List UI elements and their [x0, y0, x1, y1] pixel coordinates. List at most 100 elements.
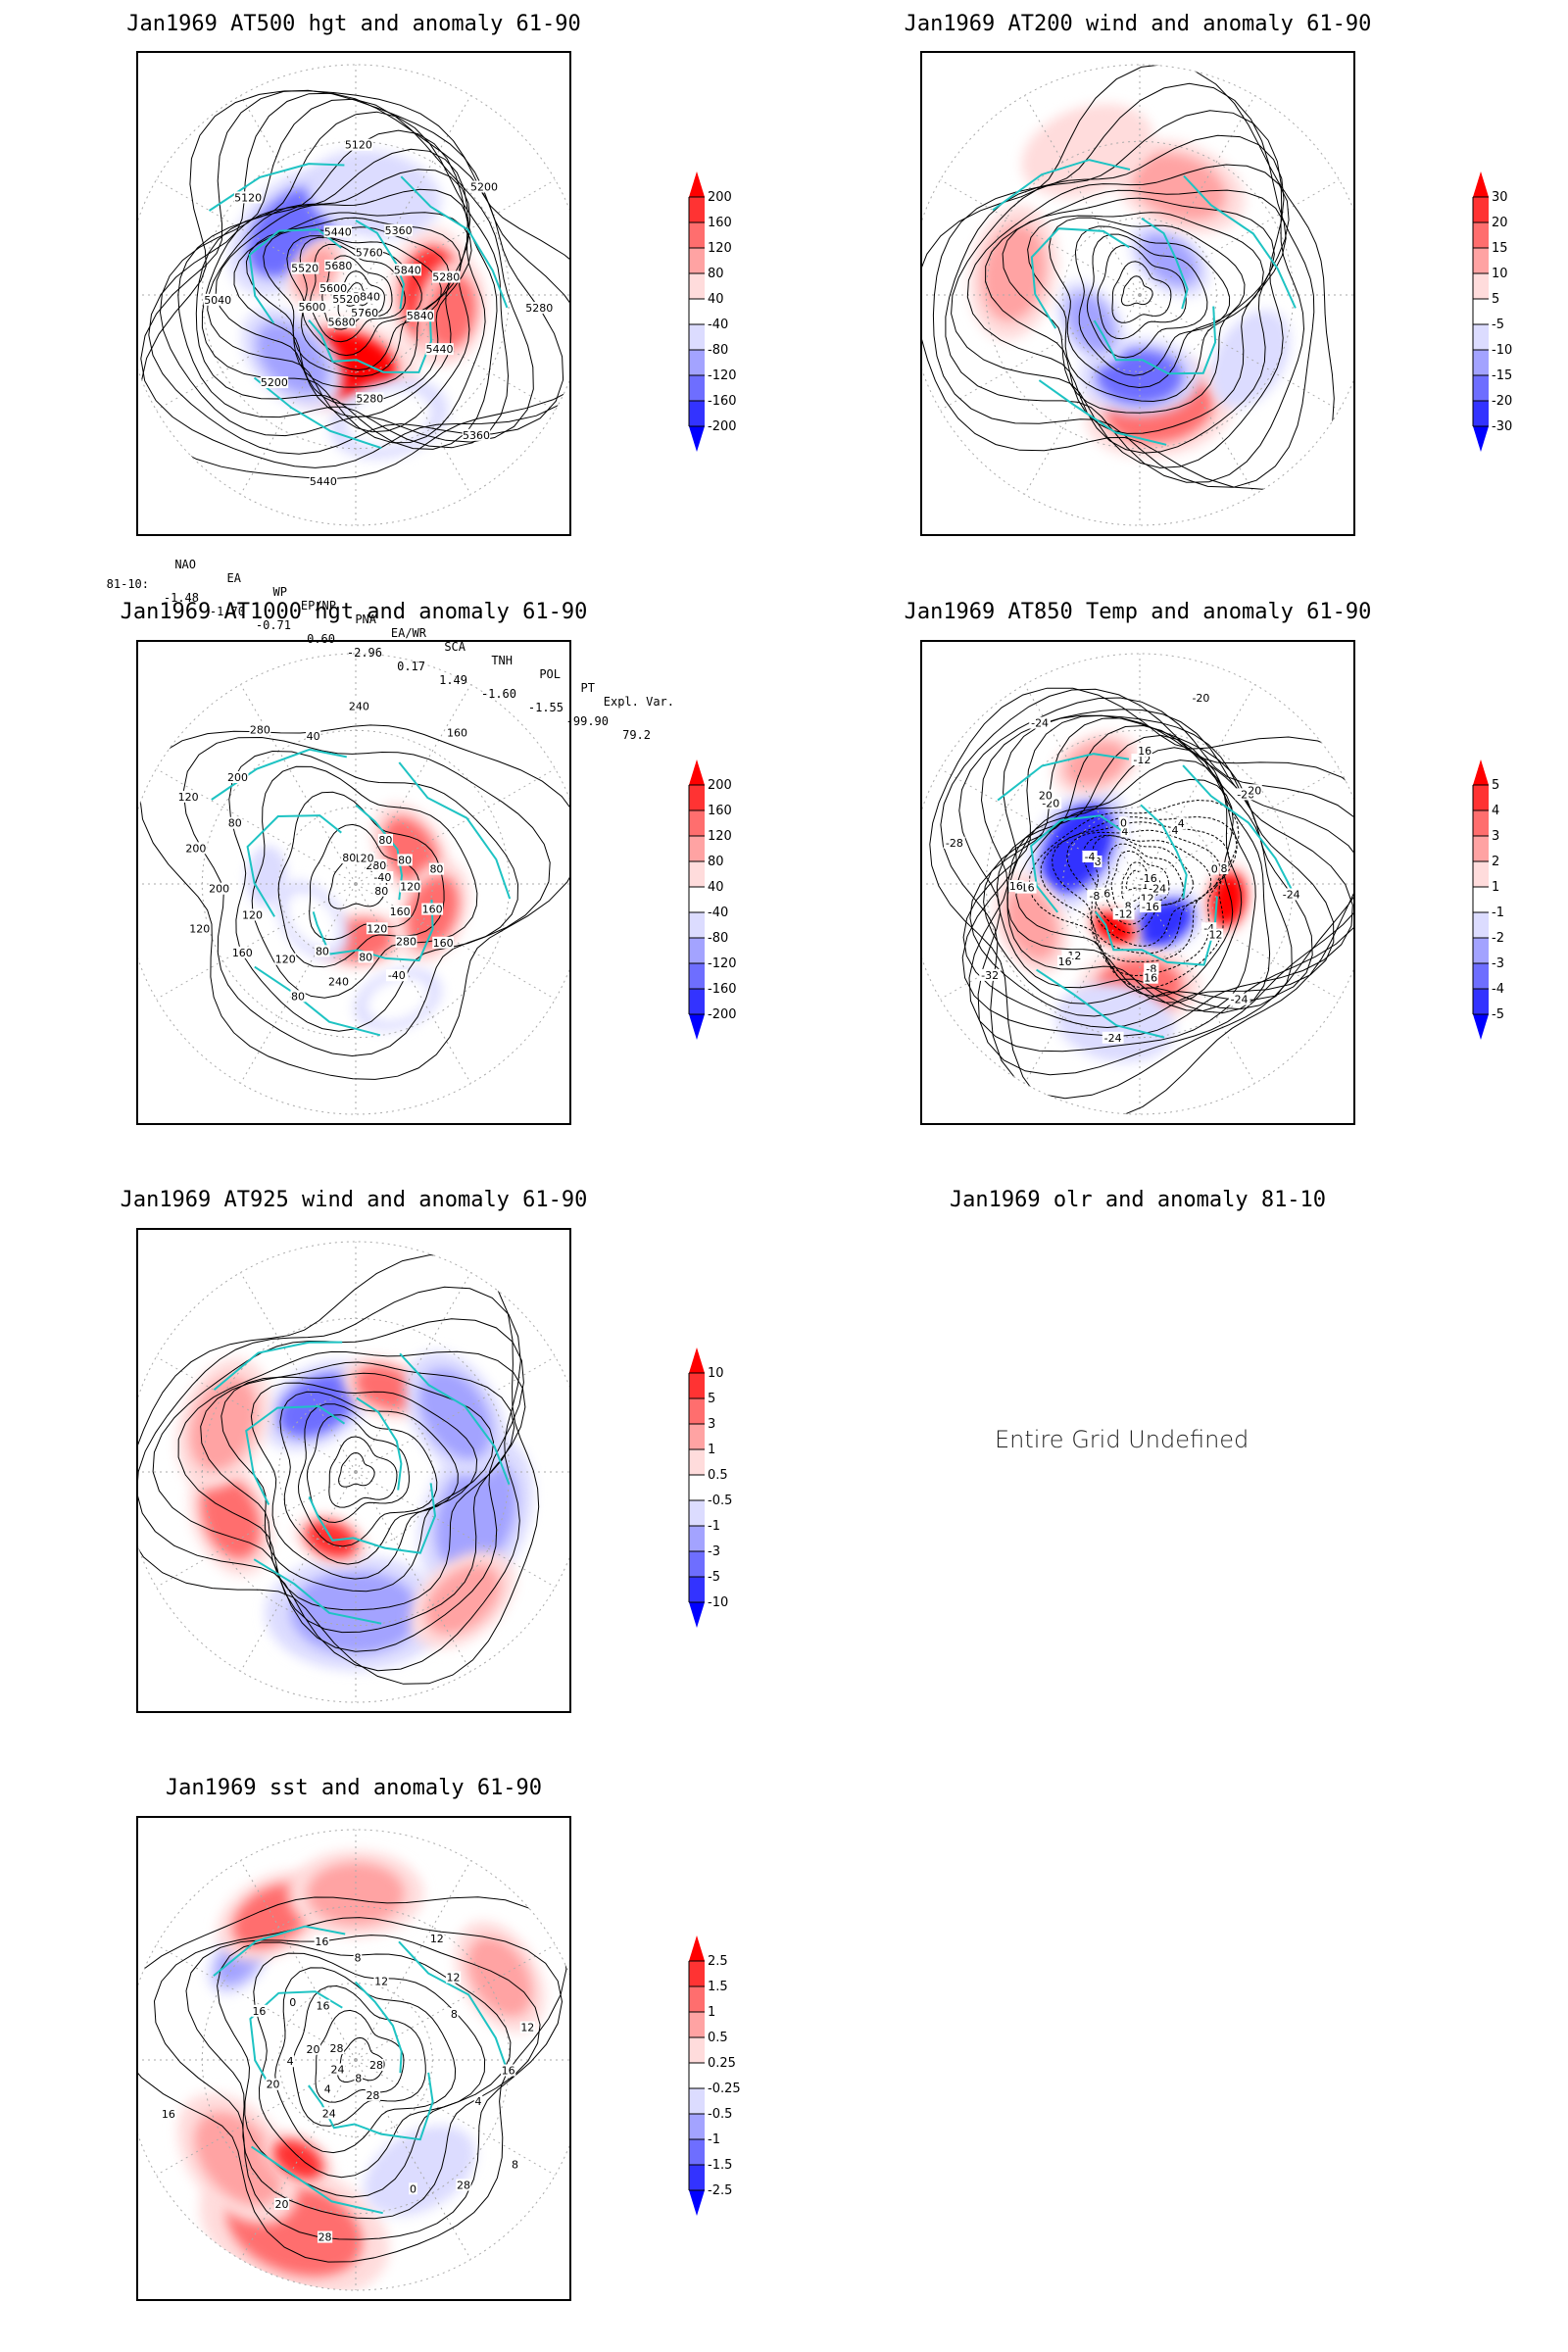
index-row-label: 81-10:	[106, 577, 149, 591]
coastline	[398, 761, 512, 900]
map-clip-group	[138, 1242, 569, 1702]
contour-line	[940, 688, 1353, 1100]
contour-label: 16	[315, 1936, 328, 1948]
contour-label: 0	[1211, 862, 1218, 875]
contour-label-bg	[322, 2082, 332, 2095]
coastline	[213, 1925, 346, 1977]
contour-label: 5280	[356, 392, 383, 405]
colorbar-tick-label: 0.5	[708, 2031, 728, 2045]
contour-label: 16	[1058, 956, 1072, 968]
contour-label-bg	[327, 316, 356, 328]
contour-label: -24	[1104, 1032, 1122, 1045]
colorbar-tick-label: 40	[708, 292, 724, 307]
colorbar-tick-label: -80	[708, 343, 728, 358]
colorbar-segment	[689, 1961, 705, 1986]
streamline	[177, 1350, 526, 1634]
colorbar-svg: 5 4 3 2 1 -1 -2 -3 -4 -5	[1472, 760, 1504, 1040]
contour-label-bg	[309, 475, 338, 488]
contour-label-bg	[1190, 692, 1212, 705]
colorbar-segment	[1473, 912, 1489, 938]
contour-label: 240	[328, 975, 349, 988]
contour-label-bg	[429, 1933, 445, 1945]
colorbar-segment	[1473, 861, 1489, 887]
streamline	[922, 65, 1335, 490]
colorbar-segment	[689, 887, 705, 912]
contour-label: 5360	[385, 224, 413, 237]
contour-label-bg	[373, 1975, 389, 1987]
panel-title-at500: Jan1969 AT500 hgt and anomaly 61-90	[126, 12, 581, 36]
colorbar-segment	[689, 861, 705, 887]
contour-label: 28	[366, 2089, 379, 2102]
colorbar-tick-label: -120	[708, 368, 737, 383]
contour-line	[310, 243, 406, 343]
contour-label: 28	[457, 2179, 470, 2191]
contour-label: 80	[398, 854, 412, 866]
map-svg: 28 28 24 20 16 16 12 12 8 8 4 4 0 8 12 16 28 28 24 20 16 12 8 4…	[138, 1829, 569, 2291]
streamline	[1048, 217, 1246, 389]
contour-label: 28	[318, 2231, 332, 2244]
map-at1000: 80 120 80 120 80 40 160 -40 160 80 120 200 200 240 280…	[136, 640, 571, 1125]
contour-label: -12	[1133, 754, 1151, 766]
contour-line	[182, 736, 551, 1057]
contour-label: -16	[1140, 872, 1157, 885]
contour-label: 120	[275, 954, 296, 966]
colorbar-segment	[689, 989, 705, 1014]
contour-label: 5760	[351, 307, 378, 319]
contour-line	[138, 724, 569, 1080]
contour-label: 20	[275, 2198, 289, 2211]
colorbar-tick-label: -30	[1492, 419, 1512, 434]
contour-label-bg	[1137, 745, 1152, 758]
map-clip-group: 28 28 24 20 16 16 12 12 8 8 4 4 0 8 12 16 28 28 24 20 16 12 8 4…	[138, 1830, 569, 2290]
contour-label-bg	[1082, 851, 1098, 863]
contour-label: 5040	[204, 294, 231, 307]
coastline	[1030, 814, 1130, 913]
contour-line	[233, 212, 472, 406]
contour-label: 280	[250, 723, 270, 736]
contour-label: 8	[354, 1951, 361, 1964]
coastline	[992, 159, 1131, 212]
colorbar-tick-label: -40	[708, 318, 728, 332]
colorbar-segment	[1473, 401, 1489, 426]
colorbar-tick-label: 160	[708, 804, 732, 818]
colorbar-segment	[689, 912, 705, 938]
colorbar-arrow-top	[689, 1348, 705, 1373]
contour-label-bg	[251, 2004, 268, 2017]
contour-line	[274, 1967, 457, 2154]
contour-label: -4	[1203, 922, 1214, 935]
panel-title-at925: Jan1969 AT925 wind and anomaly 61-90	[120, 1188, 588, 1212]
coastline	[246, 814, 342, 917]
coastline	[1030, 227, 1130, 329]
colorbar-arrow-bottom	[689, 2190, 705, 2216]
contour-label: 28	[329, 2042, 343, 2055]
map-sst: 28 28 24 20 16 16 12 12 8 8 4 4 0 8 12 16 28 28 24 20 16 12 8 4…	[136, 1816, 571, 2301]
contour-label: 160	[232, 947, 253, 959]
contour-label-bg	[511, 2158, 519, 2171]
anomaly-shade	[418, 1369, 492, 1459]
index-header: SCA	[444, 640, 466, 654]
contour-label-bg	[425, 343, 454, 356]
colorbar-tick-label: 2	[1492, 855, 1499, 869]
colorbar-segment	[1473, 963, 1489, 989]
colorbar-segment	[689, 1475, 705, 1500]
contour-label-bg	[1029, 716, 1051, 729]
contour-label: 80	[291, 990, 305, 1003]
colorbar-tick-label: -5	[708, 1570, 720, 1585]
contour-label-bg	[227, 816, 243, 829]
colorbar-svg: 30 20 15 10 5 -5 -10 -15 -20 -30	[1472, 172, 1512, 452]
coastline	[399, 1352, 511, 1486]
index-value: 0.60	[307, 632, 335, 646]
colorbar-tick-label: 5	[708, 1392, 715, 1406]
streamline	[250, 1382, 478, 1580]
contour-line	[996, 734, 1271, 1014]
colorbar-segment	[689, 222, 705, 248]
streamline	[1027, 212, 1264, 403]
contour-label: 16	[502, 2065, 515, 2078]
contour-label-bg	[329, 2063, 346, 2076]
contour-label: 80	[342, 852, 356, 864]
contour-label-bg	[365, 2088, 381, 2101]
contour-line	[1052, 821, 1231, 963]
contour-label-bg	[265, 2078, 281, 2090]
contour-label-bg	[1008, 880, 1024, 893]
streamline	[328, 1436, 398, 1508]
anomaly-shade	[379, 2138, 460, 2203]
